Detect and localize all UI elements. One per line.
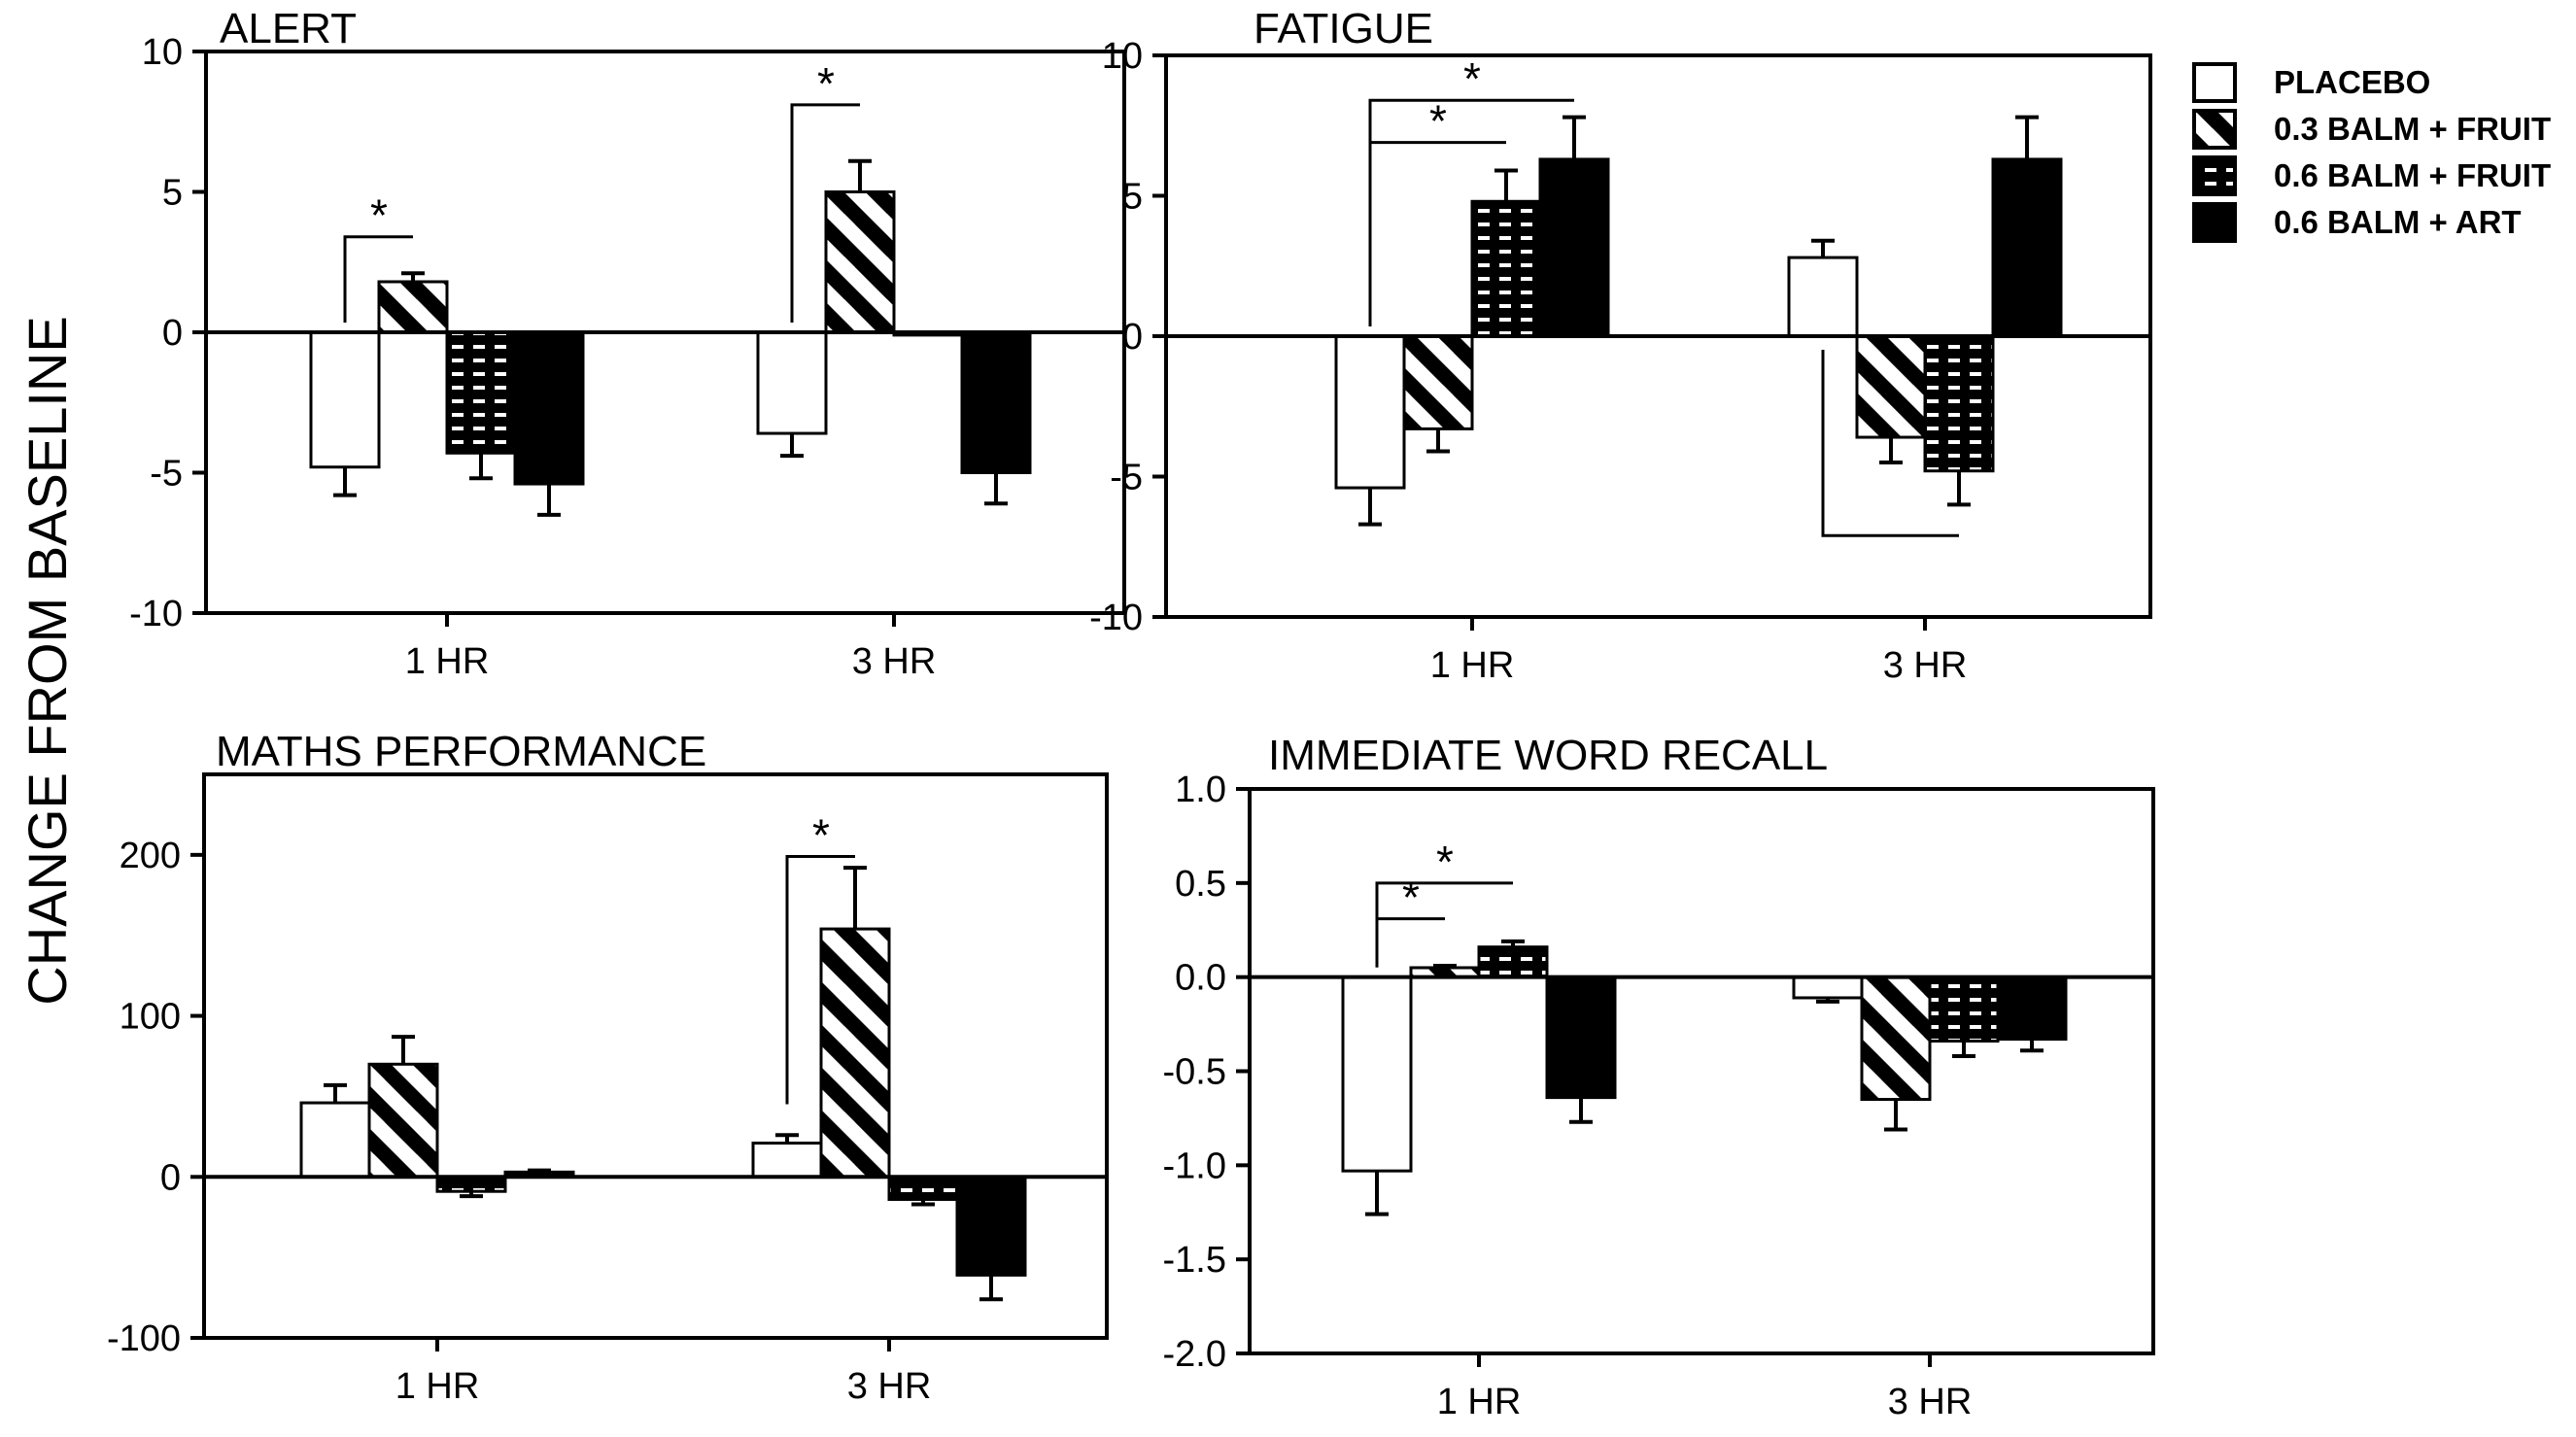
legend-label: 0.3 BALM + FRUIT — [2274, 111, 2551, 147]
bar — [960, 330, 1032, 474]
y-axis-label: CHANGE FROM BASELINE — [17, 316, 78, 1005]
y-tick-label: 5 — [1122, 177, 1143, 218]
panel-maths-performance: MATHS PERFORMANCE 200 100 0 -100 1 HR 3 HR * — [107, 728, 1109, 1407]
significance-star: * — [812, 810, 830, 861]
bar — [377, 280, 449, 334]
bar — [824, 190, 896, 334]
bar — [1402, 334, 1474, 430]
x-tick-label: 3 HR — [1883, 645, 1968, 686]
panel-fatigue: FATIGUE 10 5 0 -5 -10 1 HR 3 HR * * — [1089, 5, 2152, 686]
y-tick-label: 0.0 — [1175, 958, 1226, 999]
y-tick-label: 10 — [142, 32, 183, 73]
significance-star: * — [1429, 96, 1447, 147]
bar — [887, 1175, 959, 1201]
bar — [435, 1175, 507, 1193]
bar — [955, 1175, 1027, 1277]
bar — [1991, 157, 2063, 338]
significance-bracket — [1368, 141, 1506, 326]
bar — [1923, 334, 1995, 473]
y-tick-label: 200 — [120, 836, 181, 876]
y-tick-label: 0.5 — [1175, 864, 1226, 905]
significance-star: * — [1436, 837, 1454, 887]
y-tick-label: 0 — [162, 313, 183, 354]
legend-swatch — [2192, 62, 2237, 103]
bar — [309, 330, 381, 469]
bar — [756, 330, 828, 435]
y-tick-label: 10 — [1102, 36, 1143, 77]
bar — [1334, 334, 1406, 490]
y-tick-label: -5 — [150, 454, 183, 495]
significance-bracket — [785, 855, 855, 1105]
bar — [1341, 975, 1413, 1173]
significance-star: * — [1402, 872, 1420, 923]
legend-label: 0.6 BALM + FRUIT — [2274, 157, 2551, 193]
significance-bracket — [1375, 917, 1445, 968]
panel-title: MATHS PERFORMANCE — [216, 728, 706, 775]
bar — [1860, 975, 1932, 1102]
y-tick-label: -1.5 — [1163, 1240, 1226, 1281]
y-tick-label: 100 — [120, 997, 181, 1038]
x-tick-label: 1 HR — [1430, 645, 1515, 686]
x-tick-label: 1 HR — [395, 1366, 480, 1407]
x-tick-label: 1 HR — [1437, 1382, 1522, 1422]
x-tick-label: 3 HR — [852, 641, 937, 682]
significance-star: * — [370, 190, 388, 241]
legend-swatch — [2192, 155, 2237, 196]
bar — [1477, 945, 1549, 979]
bar — [1792, 975, 1864, 1000]
bar — [1855, 334, 1927, 439]
bar — [1996, 975, 2068, 1042]
significance-bracket — [1821, 350, 1959, 537]
panel-alert: ALERT 10 5 0 -5 -10 1 HR 3 HR * * — [129, 5, 1126, 682]
y-tick-label: -100 — [107, 1318, 181, 1359]
legend-swatch — [2192, 109, 2237, 150]
panel-title: ALERT — [220, 5, 357, 52]
bar — [1470, 199, 1542, 338]
y-tick-label: -1.0 — [1163, 1146, 1226, 1186]
significance-bracket — [790, 103, 860, 323]
bar — [1928, 975, 2000, 1044]
y-tick-label: -10 — [129, 594, 183, 634]
y-tick-label: -0.5 — [1163, 1052, 1226, 1093]
bar — [367, 1062, 439, 1179]
legend-label: PLACEBO — [2274, 64, 2430, 100]
y-tick-label: 1.0 — [1175, 770, 1226, 810]
legend-swatch — [2192, 202, 2237, 243]
significance-bracket — [343, 235, 413, 323]
bar — [445, 330, 517, 455]
y-tick-label: -5 — [1110, 458, 1143, 498]
bar — [819, 927, 891, 1179]
bar — [1545, 975, 1617, 1100]
plot-frame — [202, 772, 1109, 1340]
panel-title: FATIGUE — [1254, 5, 1433, 52]
panel-immediate-word-recall: IMMEDIATE WORD RECALL 1.0 0.5 0.0 -0.5 -1.0 -… — [1163, 732, 2155, 1422]
y-tick-label: -2.0 — [1163, 1334, 1226, 1375]
bar — [299, 1101, 371, 1179]
bar — [513, 330, 585, 486]
y-tick-label: 0 — [160, 1157, 181, 1198]
x-tick-label: 3 HR — [847, 1366, 932, 1407]
panel-title: IMMEDIATE WORD RECALL — [1268, 732, 1828, 779]
y-tick-label: 0 — [1122, 317, 1143, 358]
y-tick-label: 5 — [162, 173, 183, 214]
x-tick-label: 3 HR — [1888, 1382, 1973, 1422]
bar — [751, 1141, 823, 1179]
y-tick-label: -10 — [1089, 598, 1143, 638]
x-tick-label: 1 HR — [405, 641, 490, 682]
legend-label: 0.6 BALM + ART — [2274, 204, 2522, 240]
bar — [1538, 157, 1610, 338]
significance-star: * — [817, 58, 835, 109]
legend: PLACEBO 0.3 BALM + FRUIT 0.6 BALM + FRUIT 0… — [2192, 62, 2551, 243]
bar — [1787, 256, 1859, 338]
significance-star: * — [1463, 53, 1481, 104]
